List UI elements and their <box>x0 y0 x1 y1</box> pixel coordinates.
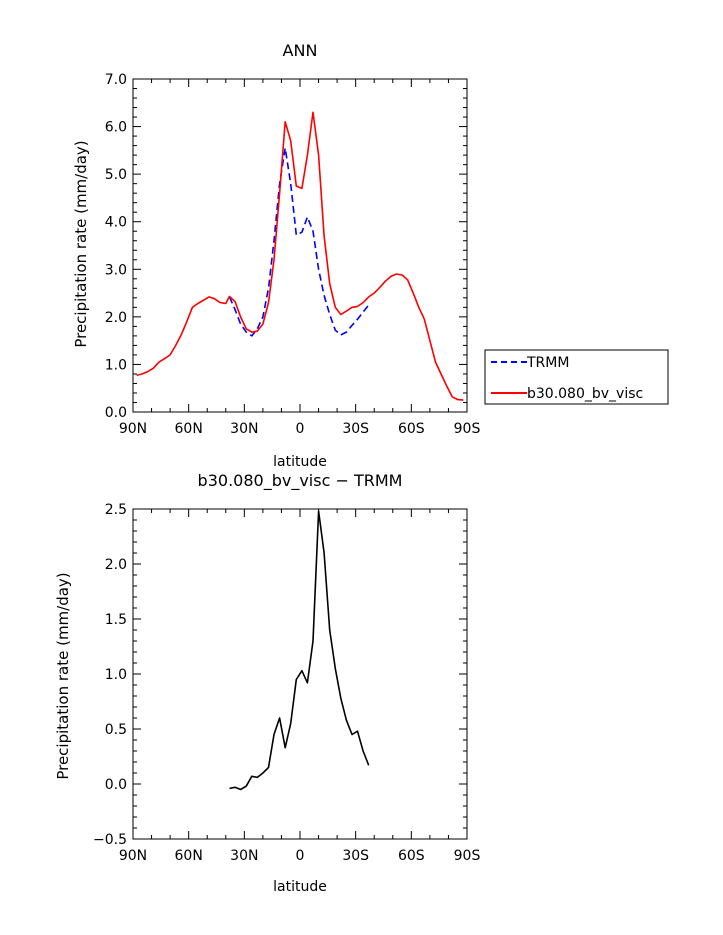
y-tick-label: 5.0 <box>105 167 127 183</box>
plot-area <box>136 111 464 401</box>
y-tick-label: 2.0 <box>105 310 127 326</box>
x-tick-label: 90N <box>119 848 147 864</box>
y-tick-label: 1.5 <box>105 612 127 628</box>
axis-ticks: 90N 60N 30N 0 30S 60S 90S 0.0 1.0 2.0 3.0 4.0 5.0 6.0… <box>105 72 481 437</box>
x-tick-label: 90S <box>454 421 481 437</box>
y-axis-label: Precipitation rate (mm/day) <box>72 140 90 347</box>
y-tick-label: 2.5 <box>105 502 127 518</box>
legend-label-model: b30.080_bv_visc <box>527 386 643 402</box>
chart-title: b30.080_bv_visc − TRMM <box>198 471 403 491</box>
x-tick-label: 30N <box>230 421 258 437</box>
y-tick-label: 0.0 <box>105 405 127 421</box>
y-tick-label: 3.0 <box>105 262 127 278</box>
y-tick-label: −0.5 <box>93 832 127 848</box>
y-tick-label: 0.0 <box>105 777 127 793</box>
plot-frame <box>132 78 468 413</box>
legend-label-trmm: TRMM <box>526 355 569 371</box>
x-tick-label: 90N <box>119 421 147 437</box>
series-line-1 <box>136 111 464 401</box>
chart-difference: b30.080_bv_visc − TRMM Precipitation rat… <box>54 471 480 895</box>
x-tick-label: 60S <box>398 421 425 437</box>
y-tick-label: 0.5 <box>105 722 127 738</box>
y-tick-label: 4.0 <box>105 215 127 231</box>
y-tick-label: 6.0 <box>105 120 127 136</box>
axis-ticks: 90N 60N 30N 0 30S 60S 90S −0.5 0.0 0.5 1.0 1.5 2.0 2.… <box>93 502 480 864</box>
x-tick-label: 90S <box>454 848 481 864</box>
x-tick-label: 0 <box>296 848 305 864</box>
series-line-0 <box>228 147 370 337</box>
x-tick-label: 60N <box>175 848 203 864</box>
x-tick-label: 30S <box>342 848 369 864</box>
x-tick-label: 60N <box>175 421 203 437</box>
x-axis-label: latitude <box>273 454 327 470</box>
y-tick-label: 1.0 <box>105 357 127 373</box>
chart-title: ANN <box>283 41 318 60</box>
y-tick-label: 1.0 <box>105 667 127 683</box>
y-axis-label: Precipitation rate (mm/day) <box>54 572 72 779</box>
chart-annual-precipitation: ANN Precipitation rate (mm/day) latitude… <box>72 41 480 470</box>
series-line-0 <box>229 510 370 791</box>
x-tick-label: 0 <box>296 421 305 437</box>
x-tick-label: 60S <box>398 848 425 864</box>
legend-box <box>484 349 669 405</box>
x-axis-label: latitude <box>273 879 327 895</box>
x-tick-label: 30N <box>230 848 258 864</box>
plot-area <box>229 510 370 791</box>
y-tick-label: 7.0 <box>105 72 127 88</box>
y-tick-label: 2.0 <box>105 557 127 573</box>
legend: TRMM b30.080_bv_visc <box>484 349 669 405</box>
x-tick-label: 30S <box>342 421 369 437</box>
